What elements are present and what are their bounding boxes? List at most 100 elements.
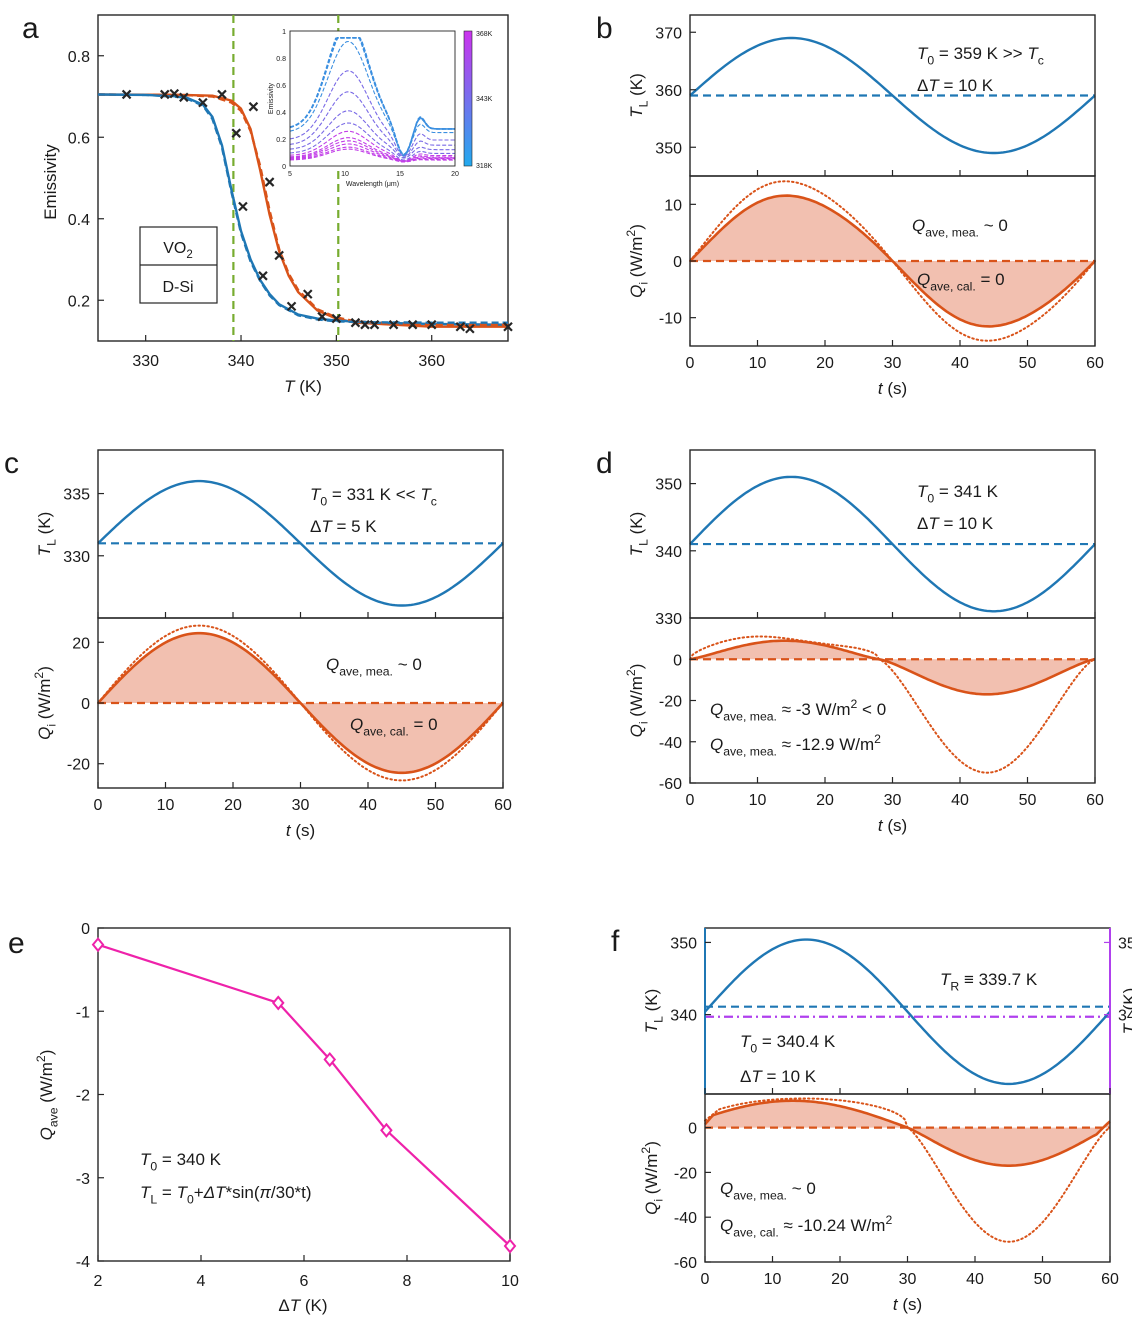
- x-tick-label: 10: [749, 792, 767, 809]
- inset-ylabel: Emissivity: [268, 82, 275, 114]
- y-tick-label: -20: [659, 694, 682, 711]
- Q-calculated-curve: [689, 635, 1096, 774]
- panel-b-bottom-ylabel-part: 2: [624, 230, 638, 237]
- y-tick-label: 0: [81, 696, 90, 713]
- panel-d-annotation-T0-part: = 341 K: [934, 482, 998, 501]
- inset-spectrum: [289, 91, 455, 158]
- panel-d-top-ylabel-part: (K): [627, 512, 646, 539]
- plot-layer: a 330 340 350 360 0.2 0.4 0.6 0.8 Emissivity T (K)…: [4, 12, 1132, 1315]
- data-marker: [388, 319, 399, 330]
- panel-f-bottom-ylabel-part: i: [651, 1199, 665, 1202]
- panel-f-annotation-Qcal-part: ≈ -10.24 W/m: [779, 1216, 886, 1235]
- panel-b-annotation-Qmea-part: Q: [912, 216, 925, 235]
- panel-f-top-ylabel: TL (K): [642, 989, 665, 1034]
- panel-f-top-ylabel-part: (K): [642, 989, 661, 1016]
- y-tick-label: 340: [655, 544, 682, 561]
- panel-f-right-ylabel-part: R: [1129, 1015, 1132, 1024]
- panel-c-annotation-Qcal-part: Q: [350, 715, 363, 734]
- inset-y-tick-label: 0: [282, 164, 286, 171]
- panel-f-annotation-Qcal-part: Q: [720, 1216, 733, 1235]
- TL-curve: [689, 36, 1096, 155]
- inset-spectrum: [289, 137, 455, 162]
- x-tick-label: 330: [132, 353, 159, 370]
- data-marker: [169, 88, 180, 99]
- panel-letter-e: e: [8, 927, 25, 960]
- x-tick-label: 60: [494, 797, 512, 814]
- Q-shaded-area: [690, 640, 1095, 695]
- x-tick-label: 20: [816, 792, 834, 809]
- panel-b-annotation-Qcal: Qave, cal. = 0: [917, 270, 1005, 293]
- panel-letter-d: d: [596, 447, 613, 480]
- y-tick-label: 20: [72, 635, 90, 652]
- x-tick-label: 30: [899, 1271, 917, 1288]
- y-tick-label: -3: [76, 1171, 90, 1188]
- panel-c-annotation-Qcal-part: ave, cal.: [363, 724, 409, 738]
- inset-spectrum: [289, 40, 455, 155]
- panel-e-annotation-TL-part: L: [150, 1192, 157, 1206]
- x-tick-label: 0: [94, 797, 103, 814]
- panel-d-annotation-Qmea2-part: Q: [710, 735, 723, 754]
- x-tick-label: 50: [1034, 1271, 1052, 1288]
- emissivity-curve: [97, 93, 508, 324]
- inset-spectrum: [290, 143, 455, 162]
- y-tick-right-label: 350: [1118, 935, 1132, 952]
- panel-b-bottom-ylabel-part: ): [627, 224, 646, 230]
- panel-e-annotation-T0-part: = 340 K: [157, 1150, 221, 1169]
- inset-x-tick-label: 10: [341, 171, 349, 178]
- panel-f-annotation-TR-part: R: [950, 979, 959, 993]
- data-marker: [455, 321, 466, 332]
- panel-f-annotation-TR-part: ≡ 339.7 K: [959, 970, 1038, 989]
- y-tick-label: 0.2: [68, 293, 90, 310]
- panel-f-annotation-T0: T0 = 340.4 K: [740, 1032, 836, 1055]
- Qave-marker: [380, 1122, 393, 1138]
- data-marker: [360, 319, 370, 330]
- panel-f-annotation-Qmea-part: ave, mea.: [733, 1188, 787, 1202]
- panel-b-annotation-Qmea-part: ~ 0: [979, 216, 1008, 235]
- y-tick-right-label: 340: [1118, 1008, 1132, 1025]
- panel-f-annotation-Qmea: Qave, mea. ~ 0: [720, 1179, 816, 1202]
- legend-vo2-part: VO: [163, 240, 186, 257]
- y-tick-label: -4: [76, 1254, 90, 1271]
- panel-b-top-ylabel-part: (K): [627, 73, 646, 100]
- x-tick-label: 40: [966, 1271, 984, 1288]
- y-tick-label: 0.8: [68, 49, 90, 66]
- panel-f-bottom-ylabel-part: ): [642, 1141, 661, 1147]
- panel-d-annotation-Qmea2-part: ≈ -12.9 W/m: [777, 735, 874, 754]
- y-tick-label: 350: [670, 935, 697, 952]
- panel-b-top-ylabel: TL (K): [627, 73, 650, 118]
- panel-f-annotation-dT-part: = 10 K: [762, 1067, 817, 1086]
- panel-e-annotation-TL-part: 0: [187, 1192, 194, 1206]
- panel-e-annotation-T0-part: 0: [150, 1159, 157, 1173]
- panel-a-ylabel: Emissivity: [41, 144, 60, 220]
- panel-c-annotation-dT-part: T: [321, 517, 333, 536]
- panel-d-xlabel: t (s): [878, 816, 907, 835]
- y-tick-label: -20: [674, 1165, 697, 1182]
- panel-b-bottom-ylabel-part: Q: [627, 285, 646, 298]
- panel-f-annotation-Qcal-part: ave, cal.: [733, 1225, 779, 1239]
- panel-c-annotation-Qcal: Qave, cal. = 0: [350, 715, 438, 738]
- panel-e-annotation-TL-part: T: [177, 1183, 189, 1202]
- panel-d-annotation-dT-part: = 10 K: [939, 514, 994, 533]
- panel-b-annotation-T0-part: 0: [927, 53, 934, 67]
- data-marker: [331, 313, 342, 324]
- panel-f-annotation-TR: TR ≡ 339.7 K: [940, 970, 1038, 993]
- data-marker: [426, 319, 437, 330]
- panel-b-annotation-dT-part: Δ: [917, 76, 928, 95]
- x-tick-label: 10: [501, 1273, 519, 1290]
- x-tick-label: 50: [427, 797, 445, 814]
- y-tick-label: -1: [76, 1004, 90, 1021]
- panel-c-bottom-ylabel: Qi (W/m2): [32, 666, 58, 740]
- x-tick-label: 30: [884, 792, 902, 809]
- Q-measured-curve: [704, 1099, 1111, 1167]
- x-tick-label: 0: [701, 1271, 710, 1288]
- x-tick-label: 20: [224, 797, 242, 814]
- y-tick-label: 340: [670, 1008, 697, 1025]
- panel-b-bottom-ylabel-part: (W/m: [627, 237, 646, 282]
- Q-measured-curve: [97, 631, 504, 775]
- panel-b-annotation-Qcal-part: ave, cal.: [930, 279, 976, 293]
- panel-d-top-ylabel: TL (K): [627, 512, 650, 557]
- y-tick-label: 360: [655, 83, 682, 100]
- panel-e-annotation-TL: TL = T0+ΔT*sin(π/30*t): [140, 1183, 312, 1206]
- y-tick-label: -60: [659, 776, 682, 793]
- y-tick-label: 370: [655, 25, 682, 42]
